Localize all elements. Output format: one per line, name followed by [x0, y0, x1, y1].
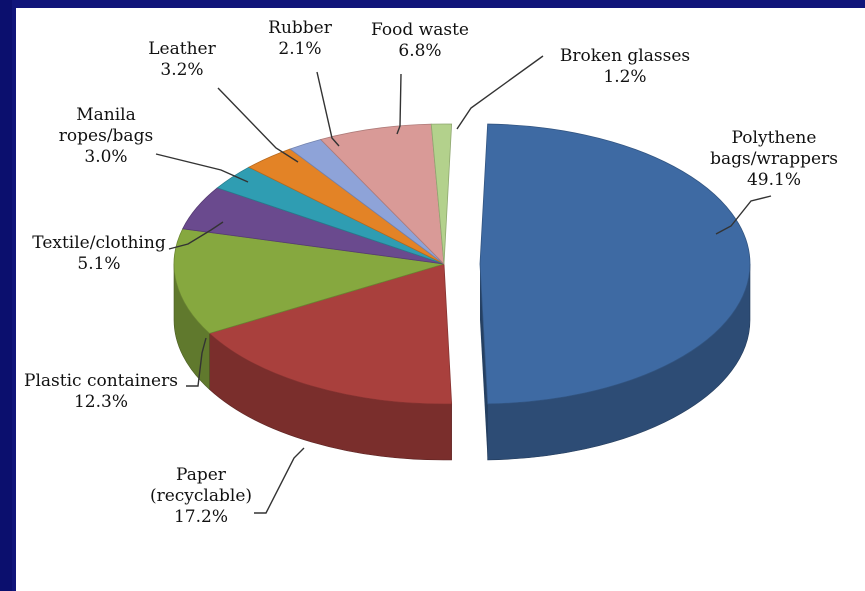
slice-label-line: 2.1% [278, 39, 321, 59]
pie-chart: Polythene bags/wrappers 49.1% Paper (recycla… [16, 8, 865, 591]
slice-label-broken-glasses: Broken glasses 1.2% [560, 46, 690, 87]
slice-label-line: bags/wrappers [710, 149, 838, 169]
slice-label-line: 17.2% [174, 507, 228, 527]
slice-label-line: (recyclable) [150, 486, 252, 506]
leader-line-broken-glasses [457, 56, 543, 129]
slice-label-line: Paper [176, 465, 227, 485]
slice-label-line: Textile/clothing [32, 233, 166, 253]
slice-label-line: 3.2% [160, 60, 203, 80]
slice-label-line: Rubber [268, 18, 333, 38]
slice-label-plastic-containers: Plastic containers 12.3% [24, 371, 178, 412]
slice-label-polythene: Polythene bags/wrappers 49.1% [710, 128, 838, 190]
slice-label-textile-clothing: Textile/clothing 5.1% [32, 233, 166, 274]
slice-label-line: 3.0% [84, 147, 127, 167]
slice-label-line: Food waste [371, 20, 469, 40]
slice-label-manila: Manila ropes/bags 3.0% [59, 105, 153, 167]
slice-label-line: Plastic containers [24, 371, 178, 391]
slice-label-line: Leather [148, 39, 216, 59]
slice-label-line: 6.8% [398, 41, 441, 61]
chart-area: Polythene bags/wrappers 49.1% Paper (recycla… [16, 8, 865, 591]
slice-label-paper: Paper (recyclable) 17.2% [150, 465, 252, 527]
leader-line-food-waste [397, 74, 401, 134]
slice-label-line: 12.3% [74, 392, 128, 412]
slice-label-food-waste: Food waste 6.8% [371, 20, 469, 61]
slice-label-rubber: Rubber 2.1% [268, 18, 333, 59]
slice-label-line: Polythene [732, 128, 817, 148]
slice-label-line: 49.1% [747, 170, 801, 190]
slice-label-line: 5.1% [77, 254, 120, 274]
slice-label-leather: Leather 3.2% [148, 39, 216, 80]
slice-label-line: Broken glasses [560, 46, 690, 66]
slice-label-line: ropes/bags [59, 126, 153, 146]
leader-line-rubber [317, 72, 339, 146]
leader-line-paper [254, 448, 304, 513]
slice-label-line: Manila [76, 105, 136, 125]
pie-slices [174, 124, 750, 404]
slice-label-line: 1.2% [603, 67, 646, 87]
